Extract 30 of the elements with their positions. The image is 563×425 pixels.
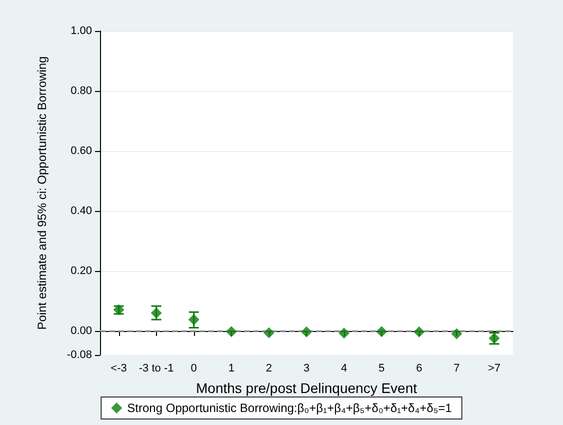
x-tick-label: 5 (378, 362, 385, 374)
x-tick-label: 4 (340, 362, 348, 374)
point (376, 326, 388, 338)
x-tick-label: 7 (454, 362, 460, 374)
point (338, 328, 350, 339)
y-axis-title: Point estimate and 95% ci: Opportunistic Borrowing (35, 56, 49, 330)
y-tick-label: 0.00 (70, 325, 92, 337)
x-tick-label: 0 (190, 362, 197, 374)
y-tick-label: -0.08 (66, 349, 92, 361)
y-tick-label: 0.20 (70, 265, 92, 277)
x-tick-label: >7 (488, 362, 500, 374)
x-axis-title: Months pre/post Delinquency Event (196, 380, 418, 396)
point (263, 327, 274, 338)
point (451, 328, 462, 340)
point (414, 326, 425, 338)
x-tick-label: <-3 (110, 362, 127, 374)
x-tick-label: 1 (228, 362, 234, 374)
y-tick-label: 0.40 (70, 205, 92, 217)
point (301, 326, 312, 338)
y-tick-label: 0.60 (70, 145, 92, 157)
x-tick-label: 3 (303, 362, 310, 374)
point (150, 308, 162, 318)
x-tick-label: 2 (266, 362, 272, 374)
x-tick-label: 6 (416, 362, 422, 374)
legend-label: Strong Opportunistic Borrowing:β₀+β₁+β₄+β₅+δ₀+δ₁+δ₄+δ₅=1 (127, 401, 452, 415)
point (226, 326, 237, 338)
point (188, 314, 200, 326)
x-tick-label: -3 to -1 (138, 362, 174, 374)
y-tick-label: 1.00 (70, 25, 92, 37)
y-tick-label: 0.80 (70, 85, 92, 97)
